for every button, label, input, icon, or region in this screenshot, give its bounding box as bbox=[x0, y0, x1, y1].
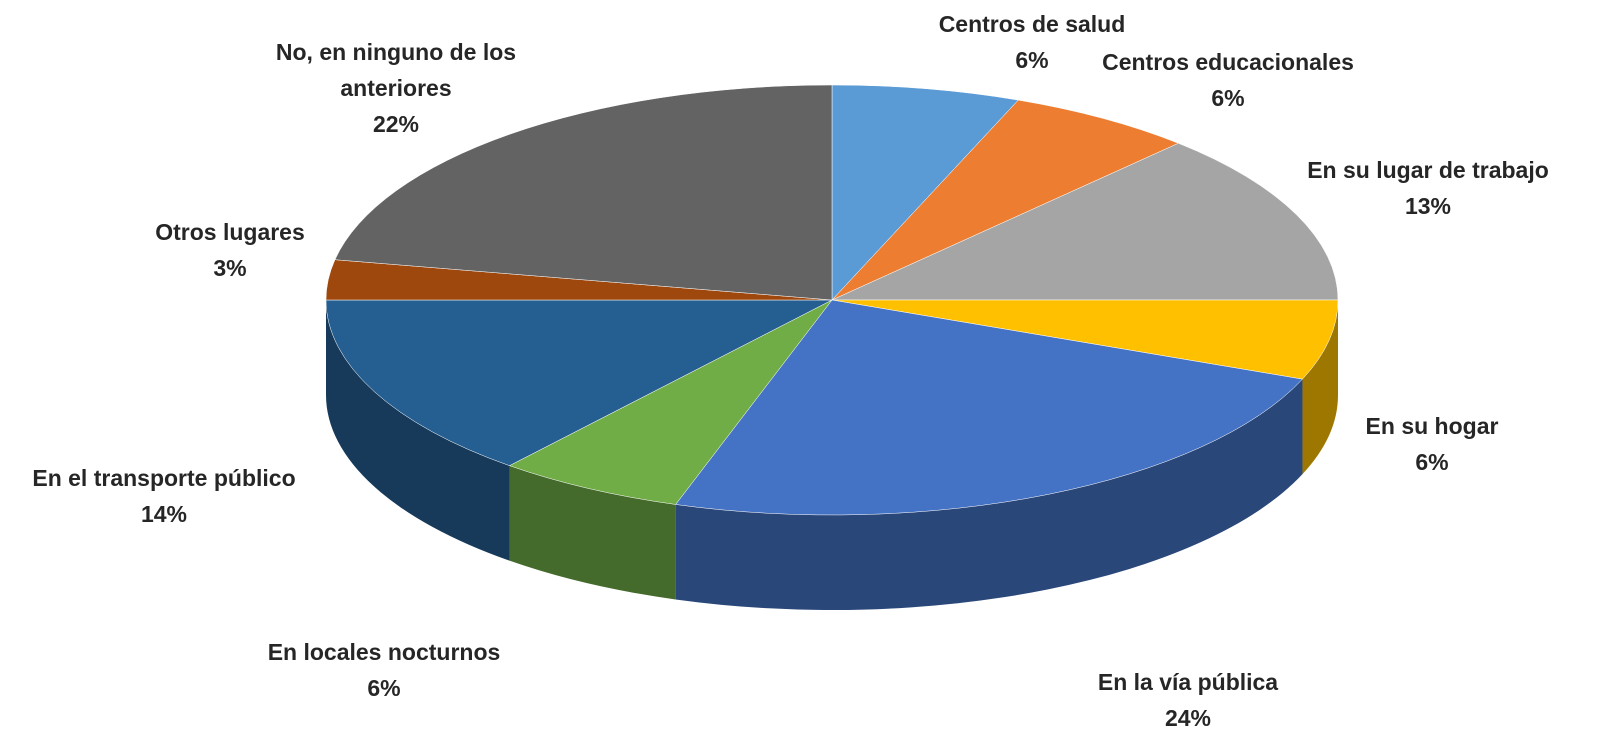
slice-label: En su hogar 6% bbox=[1302, 408, 1562, 480]
value-label: 14% bbox=[140, 501, 188, 527]
value-label: 6% bbox=[1415, 449, 1449, 475]
slice-label: No, en ninguno de los anteriores 22% bbox=[246, 34, 546, 142]
category-name: En la vía pública bbox=[1097, 669, 1279, 695]
value-label: 24% bbox=[1164, 705, 1212, 731]
value-label: 3% bbox=[213, 255, 247, 281]
slice-side bbox=[675, 379, 1303, 611]
slice bbox=[325, 299, 833, 466]
slice-side bbox=[1302, 300, 1338, 475]
category-name: En su hogar bbox=[1365, 413, 1499, 439]
slice-label: En el transporte público 14% bbox=[0, 460, 334, 532]
category-name: Centros educacionales bbox=[1102, 49, 1354, 75]
slice bbox=[831, 84, 1019, 301]
category-name: Otros lugares bbox=[155, 219, 305, 245]
slice bbox=[508, 299, 833, 505]
slice-label: En su lugar de trabajo 13% bbox=[1268, 152, 1588, 224]
slice-side bbox=[326, 300, 510, 561]
slice-label: Centros educacionales 6% bbox=[1068, 44, 1388, 116]
slice bbox=[334, 84, 833, 301]
slice bbox=[675, 299, 1303, 516]
value-label: 6% bbox=[1015, 47, 1049, 73]
category-name: Centros de salud bbox=[938, 11, 1126, 37]
slice-label: Otros lugares 3% bbox=[100, 214, 360, 286]
category-name: No, en ninguno de los anteriores bbox=[275, 39, 517, 101]
value-label: 6% bbox=[1211, 85, 1245, 111]
value-label: 6% bbox=[367, 675, 401, 701]
category-name: En su lugar de trabajo bbox=[1307, 157, 1549, 183]
value-label: 13% bbox=[1404, 193, 1452, 219]
category-name: En locales nocturnos bbox=[267, 639, 501, 665]
category-name: En el transporte público bbox=[32, 465, 296, 491]
slice-label: Centros de salud 6% bbox=[872, 6, 1192, 78]
slice bbox=[831, 299, 1339, 380]
value-label: 22% bbox=[372, 111, 420, 137]
slice-label: En la vía pública 24% bbox=[1028, 664, 1348, 736]
slice bbox=[831, 99, 1180, 301]
slice bbox=[831, 143, 1339, 301]
slice-label: En locales nocturnos 6% bbox=[224, 634, 544, 706]
slice-side bbox=[509, 465, 676, 600]
